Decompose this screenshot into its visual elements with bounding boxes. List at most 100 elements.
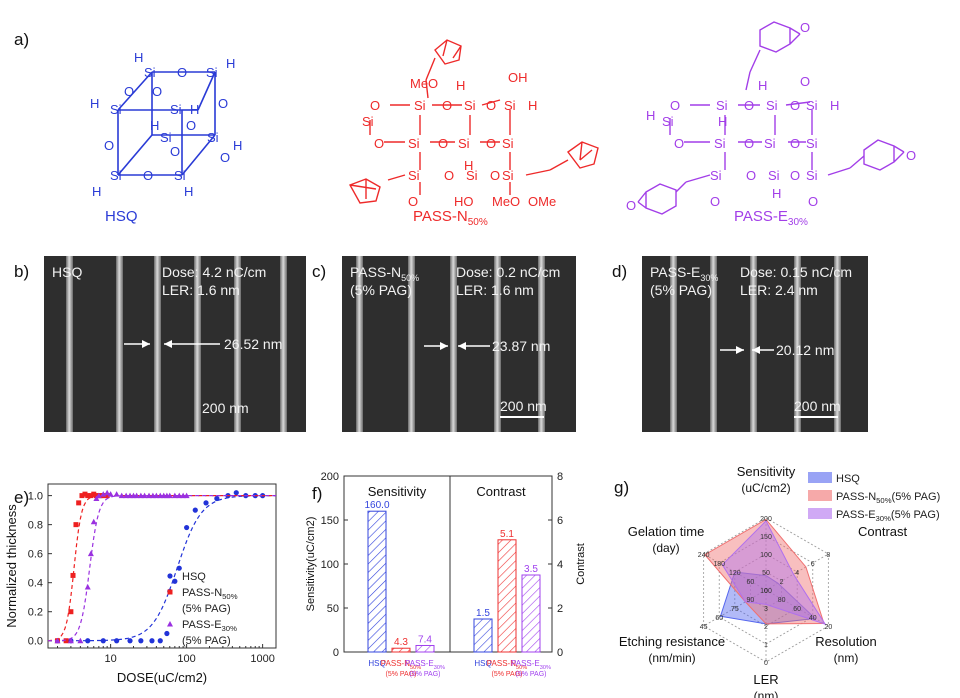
radar-tick-label: 100 (760, 588, 772, 595)
hsq-name: HSQ (105, 208, 138, 225)
bar (367, 510, 387, 653)
passn-si: Si (414, 98, 426, 113)
category-label-2: (5% PAG) (492, 671, 523, 678)
passn-h: H (456, 78, 465, 93)
radar-tick-label: 240 (698, 552, 710, 559)
hsq-o: O (186, 118, 196, 133)
sem-ler: LER: 1.6 nm (162, 282, 240, 298)
left-tick-label: 100 (321, 559, 339, 571)
passn-o: O (486, 98, 496, 113)
data-point (138, 638, 144, 644)
hsq-h: H (226, 56, 235, 71)
sem-scale-label: 200 nm (794, 398, 841, 414)
data-point (68, 609, 74, 615)
radar-axis-title: Resolution (815, 634, 876, 649)
data-point (113, 491, 120, 497)
hsq-o: O (104, 138, 114, 153)
passe-o: O (790, 168, 800, 183)
passe-o: O (670, 98, 680, 113)
hsq-o: O (170, 144, 180, 159)
passe-o: O (746, 168, 756, 183)
bar (415, 644, 435, 653)
data-point (141, 492, 148, 499)
passn-o: O (370, 98, 380, 113)
radar-spoke (765, 589, 829, 627)
passe-h: H (772, 186, 781, 201)
data-point (63, 638, 69, 644)
data-point (149, 638, 155, 644)
data-point (79, 493, 85, 499)
legend-swatch (808, 490, 832, 501)
panel-label-a: a) (14, 30, 30, 49)
category-label: PASS-E30% (511, 659, 551, 671)
passn-o: O (438, 136, 448, 151)
hsq-h: H (92, 184, 101, 199)
data-point (146, 492, 153, 499)
data-point (164, 630, 170, 637)
radar-tick-label: 50 (762, 570, 770, 577)
radar-tick-label: 2 (764, 624, 768, 631)
sem-line (834, 256, 841, 432)
structures-figure: Si O Si H H O O H Si Si H O H Si O Si O … (90, 20, 916, 215)
radar-tick-label: 180 (713, 561, 725, 568)
passe-o: O (626, 198, 636, 213)
legend-label-2: (5% PAG) (182, 635, 231, 647)
data-point (118, 492, 125, 499)
radar-tick-label: 0 (764, 660, 768, 667)
data-point (76, 500, 82, 506)
data-point (73, 522, 79, 528)
sem-line (408, 256, 415, 432)
data-point (88, 493, 94, 499)
hsq-h: H (150, 118, 159, 133)
legend-label: PASS-N50% (182, 587, 238, 601)
data-point (85, 493, 91, 499)
radar-tick-label: 100 (760, 552, 772, 559)
data-point (104, 493, 110, 499)
passe-si: Si (710, 168, 722, 183)
passe-o: O (800, 20, 810, 35)
data-point (82, 491, 88, 497)
sem-dose: Dose: 0.2 nC/cm (456, 264, 561, 280)
sem-line (154, 256, 161, 432)
panel-label-f: f) (312, 484, 323, 503)
data-point (203, 500, 209, 506)
passn-ho: HO (454, 194, 474, 209)
left-tick-label: 200 (321, 471, 339, 483)
hsq-o: O (143, 168, 153, 183)
radar-tick-label: 150 (760, 534, 772, 541)
y-tick-label: 0.2 (28, 607, 43, 619)
hsq-h: H (233, 138, 242, 153)
data-point (176, 565, 182, 571)
radar-axis-unit: (nm/min) (648, 651, 695, 665)
passn-o: O (442, 98, 452, 113)
hsq-o: O (218, 96, 228, 111)
hsq-o: O (152, 84, 162, 99)
legend-label: PASS-E30%(5% PAG) (836, 509, 940, 523)
sem-line (356, 256, 363, 432)
y-tick-label: 0.6 (28, 549, 43, 561)
hsq-si: Si (110, 102, 122, 117)
hsq-o: O (124, 84, 134, 99)
data-point (91, 491, 97, 497)
panel-label-g: g) (614, 478, 630, 497)
panel-label-b: b) (14, 262, 30, 281)
passe-si: Si (714, 136, 726, 151)
hsq-si: Si (170, 102, 182, 117)
hsq-si: Si (160, 130, 172, 145)
bar (391, 647, 411, 653)
passn-ome: OMe (528, 194, 556, 209)
data-point (184, 524, 190, 531)
passe-name: PASS-E30% (734, 208, 808, 228)
radar-tick-label: 120 (729, 570, 741, 577)
radar-tick-label: 60 (715, 615, 723, 622)
sem-ler: LER: 1.6 nm (456, 282, 534, 298)
radar-tick-label: 80 (778, 597, 786, 604)
passe-h: H (646, 108, 655, 123)
contrast-curve-chart: 0.0 0.2 0.4 0.6 0.8 1.0 10 100 1000 DOSE(uC/cm2) N… (4, 483, 277, 685)
data-point (85, 638, 91, 644)
radar-series (704, 518, 825, 625)
bar (521, 574, 541, 653)
sem-line (750, 256, 757, 432)
passe-si: Si (806, 168, 818, 183)
legend-swatch (808, 508, 832, 519)
